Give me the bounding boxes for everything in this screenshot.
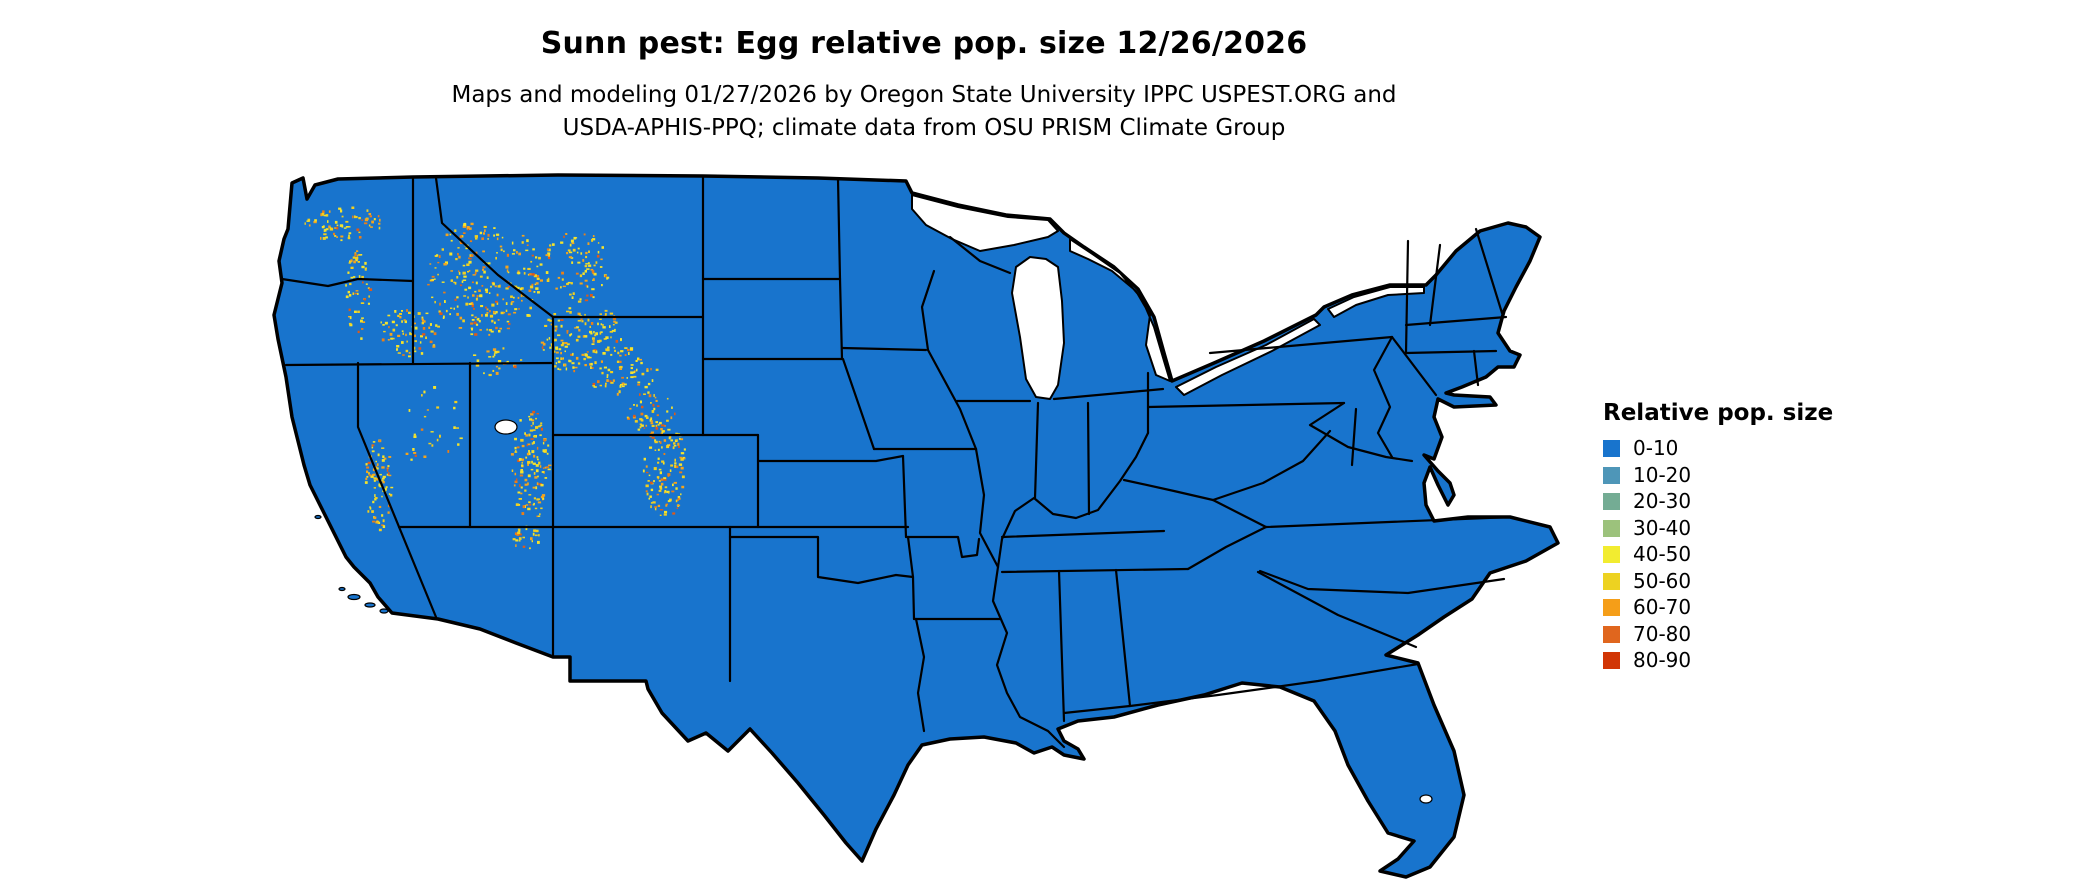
- legend-swatch: [1603, 625, 1620, 643]
- legend-label: 20-30: [1633, 489, 1692, 514]
- lake: [1011, 256, 1065, 400]
- figure-subtitle-line1: Maps and modeling 01/27/2026 by Oregon S…: [451, 82, 1397, 108]
- lake: [1175, 318, 1321, 396]
- island: [364, 602, 376, 608]
- legend-item: 20-30: [1603, 489, 1833, 514]
- legend-item: 50-60: [1603, 568, 1833, 593]
- legend-label: 10-20: [1633, 462, 1692, 487]
- legend-swatch: [1603, 466, 1620, 484]
- legend-title: Relative pop. size: [1603, 400, 1834, 426]
- figure-subtitle-line2: USDA-APHIS-PPQ; climate data from OSU PR…: [562, 115, 1286, 141]
- legend-item: 60-70: [1603, 595, 1833, 620]
- island: [338, 586, 346, 592]
- island: [379, 608, 389, 614]
- legend-label: 60-70: [1633, 595, 1692, 620]
- legend-label: 70-80: [1633, 621, 1692, 646]
- legend-swatch: [1603, 440, 1620, 458]
- small-lake: [494, 419, 518, 435]
- legend-label: 0-10: [1633, 436, 1679, 461]
- legend-label: 30-40: [1633, 515, 1692, 540]
- map-area: [258, 165, 1578, 892]
- island: [347, 593, 361, 601]
- figure-subtitle: Maps and modeling 01/27/2026 by Oregon S…: [0, 79, 1848, 145]
- legend-swatch: [1603, 493, 1620, 511]
- legend-swatch: [1603, 599, 1620, 617]
- lake: [1069, 238, 1171, 382]
- legend-item: 30-40: [1603, 515, 1833, 540]
- state-borders: [280, 174, 1514, 749]
- legend-label: 80-90: [1633, 648, 1692, 673]
- title-block: Sunn pest: Egg relative pop. size 12/26/…: [0, 0, 1848, 145]
- small-lake: [1419, 794, 1433, 804]
- legend-label: 40-50: [1633, 542, 1692, 567]
- legend-item: 10-20: [1603, 462, 1833, 487]
- lake: [1327, 286, 1425, 318]
- legend-item: 70-80: [1603, 621, 1833, 646]
- legend-label: 50-60: [1633, 568, 1692, 593]
- legend-items: 0-10 10-20 20-30 30-40 40-50 50-60 60-70 70-80 8…: [1603, 436, 1833, 673]
- legend-item: 80-90: [1603, 648, 1833, 673]
- legend-swatch: [1603, 519, 1620, 537]
- legend: Relative pop. size 0-10 10-20 20-30 30-40 40…: [1603, 400, 1833, 670]
- legend-swatch: [1603, 652, 1620, 670]
- figure-title: Sunn pest: Egg relative pop. size 12/26/…: [540, 26, 1308, 61]
- island: [314, 514, 322, 520]
- legend-swatch: [1603, 546, 1620, 564]
- legend-item: 40-50: [1603, 542, 1833, 567]
- lake: [911, 194, 1059, 252]
- population-speckles: [304, 206, 1061, 550]
- us-map: [272, 173, 1560, 879]
- legend-item: 0-10: [1603, 436, 1833, 461]
- legend-swatch: [1603, 572, 1620, 590]
